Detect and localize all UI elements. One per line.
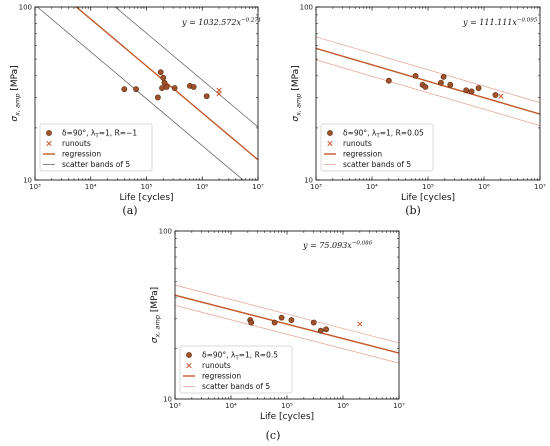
data-point	[492, 92, 499, 98]
y-tick-label: 100	[19, 4, 32, 12]
legend-marker-data	[46, 130, 52, 136]
data-point	[463, 87, 470, 94]
x-tick-label: 10⁷	[393, 402, 405, 410]
data-point	[385, 77, 392, 84]
y-tick-label: 100	[300, 4, 313, 12]
legend-label-runouts: runouts	[202, 361, 231, 370]
data-point	[447, 81, 454, 88]
x-axis-label: Life [cycles]	[260, 412, 314, 422]
legend-label-bands: scatter bands of 5	[62, 160, 130, 169]
y-axis-label: σx, amp [MPa]	[291, 65, 303, 121]
legend-label-bands: scatter bands of 5	[343, 160, 411, 169]
data-point	[190, 84, 197, 90]
y-tick-label: 10	[304, 177, 313, 185]
regression-equation: y = 111.111x−0.095	[462, 18, 538, 28]
legend-marker-data	[186, 352, 192, 358]
chart-panel-3: 10³ 10⁴ 10⁵ 10⁶ 10⁷ 10 100 Life [cycles] σx, amp…	[150, 228, 405, 443]
scatter-band-lower	[175, 284, 399, 344]
x-tick-label: 10⁶	[196, 183, 208, 191]
runout-point	[498, 93, 504, 99]
legend-label-runouts: runouts	[62, 139, 91, 148]
x-tick-label: 10⁵	[422, 183, 434, 191]
x-tick-label: 10⁴	[366, 183, 378, 191]
y-tick-label: 10	[163, 396, 172, 404]
legend-marker-runouts	[46, 140, 52, 147]
data-point	[323, 326, 330, 333]
panel-label: (b)	[405, 204, 421, 217]
regression-equation: y = 1032.572x−0.271	[181, 18, 261, 28]
x-tick-label: 10⁶	[478, 183, 490, 191]
x-tick-label: 10⁵	[141, 183, 153, 191]
data-point	[248, 319, 255, 326]
data-point	[154, 94, 161, 101]
x-tick-label: 10³	[310, 183, 322, 191]
regression-line	[175, 294, 399, 354]
x-tick-label: 10⁷	[252, 183, 264, 191]
x-tick-label: 10⁷	[534, 183, 546, 191]
data-point	[203, 93, 210, 100]
data-point	[278, 314, 285, 321]
y-axis-label: σx, amp [MPa]	[150, 287, 162, 343]
scatter-band-upper	[36, 7, 244, 180]
regression-line	[316, 47, 540, 115]
scatter-band-upper	[175, 305, 399, 364]
legend-label-regression: regression	[343, 150, 382, 159]
regression-equation: y = 75.093x−0.086	[302, 241, 373, 251]
legend-marker-data	[327, 130, 333, 136]
data-point	[317, 327, 324, 334]
chart-panel-2: 10³ 10⁴ 10⁵ 10⁶ 10⁷ 10 100 Life [cycles] σx, amp…	[291, 4, 546, 218]
scatter-band-upper	[316, 59, 540, 126]
y-axis-label: σx, amp [MPa]	[10, 65, 22, 121]
data-point	[475, 85, 482, 91]
data-point	[171, 85, 178, 91]
runout-point	[216, 87, 222, 93]
y-tick-label: 100	[159, 228, 172, 236]
panel-label: (a)	[122, 204, 137, 217]
data-point	[163, 84, 170, 90]
scatter-band-lower	[316, 36, 540, 103]
regression-line	[75, 7, 258, 161]
data-point	[438, 79, 444, 86]
runout-point	[357, 321, 363, 327]
legend-label-bands: scatter bands of 5	[202, 382, 270, 391]
data-point	[133, 86, 139, 93]
legend-label-runouts: runouts	[343, 139, 372, 148]
panel-label: (c)	[266, 429, 281, 442]
data-point	[310, 319, 317, 326]
chart-panel-1: 10³ 10⁴ 10⁵ 10⁶ 10⁷ 10 100 Life [cycles] σx, amp…	[10, 4, 264, 218]
data-point	[271, 319, 278, 326]
x-tick-label: 10⁵	[281, 402, 293, 410]
legend-label-data: δ=90°, λT=1, R=0.05	[343, 129, 424, 140]
data-point	[288, 317, 295, 323]
data-point	[157, 69, 164, 76]
data-point	[160, 74, 167, 81]
data-point	[422, 84, 429, 90]
legend-marker-runouts	[327, 140, 333, 147]
x-tick-label: 10⁶	[337, 402, 349, 410]
data-point	[468, 88, 475, 95]
x-tick-label: 10⁴	[225, 402, 237, 410]
legend-label-regression: regression	[202, 372, 241, 381]
x-axis-label: Life [cycles]	[119, 193, 173, 203]
x-axis-label: Life [cycles]	[401, 193, 455, 203]
legend-label-regression: regression	[62, 150, 101, 159]
data-point	[412, 72, 419, 79]
y-tick-label: 10	[23, 177, 32, 185]
x-tick-label: 10³	[29, 183, 41, 191]
data-point	[121, 86, 128, 93]
data-point	[440, 73, 447, 80]
legend-marker-runouts	[186, 362, 192, 369]
x-tick-label: 10³	[169, 402, 181, 410]
x-tick-label: 10⁴	[85, 183, 97, 191]
legend-label-data: δ=90°, λT=1, R=−1	[62, 129, 137, 140]
legend-label-data: δ=90°, λT=1, R=0.5	[202, 351, 278, 362]
